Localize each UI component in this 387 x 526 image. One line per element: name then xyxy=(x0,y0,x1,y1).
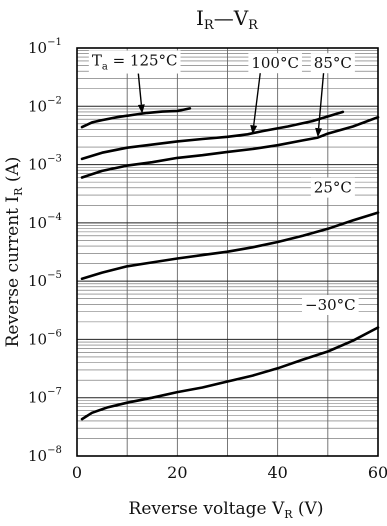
x-tick-label: 40 xyxy=(267,463,287,482)
x-tick-label: 20 xyxy=(167,463,187,482)
series-line-1 xyxy=(80,110,345,161)
y-tick-label: 10−3 xyxy=(28,154,62,174)
annotation-arrow-shaft xyxy=(137,73,143,105)
y-tick-label: 10−7 xyxy=(28,387,62,407)
x-tick-labels: 0 20 40 60 xyxy=(72,463,387,482)
annotation-arrow-head xyxy=(315,127,323,138)
y-tick-labels: 10−1 10−2 10−3 10−4 10−5 10−6 10−7 10−8 xyxy=(28,37,62,465)
y-tick-label: 10−8 xyxy=(28,445,62,465)
x-axis-label: Reverse voltage VR (V) xyxy=(129,499,324,521)
series-label-bg xyxy=(88,50,181,74)
y-axis-label: Reverse current IR (A) xyxy=(3,157,25,348)
x-axis-title: Reverse voltage VR (V) xyxy=(129,499,324,521)
annotation-arrow-head xyxy=(137,104,145,114)
y-axis-title: Reverse current IR (A) xyxy=(3,157,25,348)
series-line-2 xyxy=(80,115,380,179)
series-label: 100°C xyxy=(251,54,299,72)
annotation-arrow-shaft xyxy=(253,73,261,126)
series-label-bg xyxy=(248,53,302,74)
series-label: 25°C xyxy=(314,179,352,197)
series-label-bg xyxy=(302,294,359,315)
y-tick-label: 10−4 xyxy=(28,212,62,232)
series-label: −30°C xyxy=(305,296,356,314)
series-line-4 xyxy=(80,326,380,421)
series-lines xyxy=(80,107,380,421)
series-label-bg xyxy=(310,177,355,198)
series-label: 85°C xyxy=(314,54,352,72)
series-annotations: Ta = 125°C 100°C 85°C 25°C −30°C xyxy=(88,50,359,315)
x-tick-label: 60 xyxy=(368,463,387,482)
series-label-bg xyxy=(310,53,355,74)
chart-title: IR—VR xyxy=(196,6,259,33)
annotation-arrow-shaft xyxy=(317,73,325,129)
y-tick-label: 10−1 xyxy=(28,37,62,57)
y-tick-label: 10−6 xyxy=(28,328,62,348)
chart-title-text: IR—VR xyxy=(196,6,259,33)
series-line-0 xyxy=(80,107,192,129)
series-line-3 xyxy=(80,211,380,280)
plot-frame xyxy=(76,47,379,457)
x-tick-label: 0 xyxy=(72,463,82,482)
annotation-arrow-head xyxy=(250,124,258,135)
series-label: Ta = 125°C xyxy=(92,52,178,73)
y-tick-label: 10−2 xyxy=(28,95,62,115)
y-tick-label: 10−5 xyxy=(28,270,62,290)
plot-border xyxy=(76,47,379,457)
